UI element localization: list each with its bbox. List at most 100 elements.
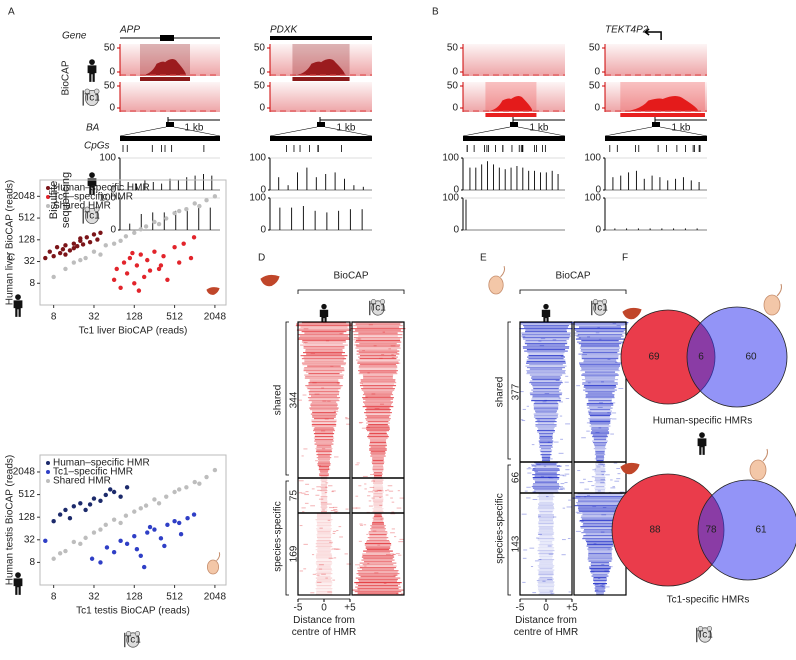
heatmap-row	[588, 410, 612, 412]
heatmap-row	[361, 568, 395, 570]
mouse-icon	[82, 208, 85, 224]
data-point	[83, 255, 88, 261]
heatmap-row	[528, 353, 564, 355]
testis-icon	[762, 448, 768, 462]
heatmap-noise	[359, 523, 363, 525]
heatmap-noise	[372, 530, 377, 532]
heatmap-noise	[399, 538, 404, 540]
heatmap-row	[533, 407, 559, 409]
heatmap-row	[312, 412, 336, 414]
heatmap-noise	[548, 477, 554, 479]
heatmap-row	[539, 535, 553, 537]
data-point	[158, 263, 164, 268]
heatmap-row	[594, 581, 606, 583]
heatmap-row	[578, 353, 622, 355]
heatmap-noise	[325, 486, 328, 488]
heatmap-noise	[587, 336, 591, 338]
data-point	[132, 533, 137, 539]
heatmap-row	[539, 575, 553, 577]
ba-box	[166, 122, 174, 127]
heatmap-row	[372, 458, 384, 460]
heatmap-row	[364, 412, 392, 414]
venn-label: Human-specific HMRs	[653, 416, 752, 427]
heatmap-row	[578, 509, 622, 511]
heatmap-row	[360, 576, 396, 578]
heatmap-noise	[592, 506, 597, 508]
x-tick-label: +5	[344, 603, 356, 614]
heatmap-row	[317, 550, 331, 552]
heatmap-noise	[538, 515, 541, 517]
heatmap-row	[539, 541, 553, 543]
heatmap-noise	[298, 480, 304, 482]
legend-label: Tc1–specific HMR	[53, 467, 133, 478]
heatmap-noise	[390, 345, 396, 347]
heatmap-noise	[316, 574, 320, 576]
bisulfite-tick-label: 100	[249, 193, 266, 204]
heatmap-row	[316, 541, 332, 543]
heatmap-row	[315, 570, 333, 572]
heatmap-noise	[378, 490, 383, 492]
testis-icon	[206, 559, 219, 575]
heatmap-noise	[331, 490, 336, 492]
heatmap-row	[363, 391, 393, 393]
heatmap-noise	[547, 545, 552, 547]
heatmap-row	[316, 553, 332, 555]
heatmap-noise	[396, 362, 401, 364]
heatmap-row	[372, 491, 384, 493]
heatmap-row	[315, 451, 333, 453]
heatmap-noise	[322, 400, 327, 402]
row-count: 66	[511, 472, 522, 484]
heatmap-noise	[575, 511, 580, 513]
heatmap-row	[526, 349, 566, 351]
heatmap-noise	[547, 578, 553, 580]
data-point	[95, 237, 100, 242]
heatmap-row	[584, 529, 616, 531]
heatmap-row	[315, 577, 333, 579]
heatmap-row	[311, 421, 337, 423]
heatmap-row	[573, 328, 627, 330]
heatmap-row	[370, 528, 386, 530]
data-point	[172, 519, 177, 524]
heatmap-row	[315, 556, 333, 558]
heatmap-row	[321, 493, 327, 495]
heatmap-noise	[393, 554, 396, 556]
mouse-icon	[125, 631, 132, 637]
heatmap-noise	[575, 496, 581, 498]
heatmap-noise	[371, 480, 376, 482]
heatmap-row	[532, 487, 560, 489]
heatmap-row	[594, 454, 606, 456]
heatmap-row	[595, 481, 605, 483]
heatmap-row	[537, 431, 555, 433]
heatmap-row	[589, 419, 611, 421]
heatmap-noise	[597, 577, 601, 579]
signal-peak	[627, 96, 699, 111]
heatmap-noise	[305, 491, 309, 493]
heatmap-row	[318, 469, 330, 471]
heatmap-row	[588, 413, 612, 415]
data-point	[78, 501, 83, 506]
gene-name: APP	[119, 25, 140, 36]
heatmap-row	[594, 480, 606, 482]
data-point	[47, 249, 52, 254]
heatmap-noise	[531, 444, 535, 446]
heatmap-row	[358, 579, 398, 581]
heatmap-row	[581, 532, 619, 534]
row-count: 143	[511, 535, 522, 552]
x-tick-label: 128	[126, 312, 143, 323]
heatmap-noise	[592, 469, 596, 471]
heatmap-noise	[390, 497, 393, 499]
heatmap-row	[585, 395, 615, 397]
venn-right	[686, 306, 788, 408]
heatmap-row	[581, 368, 619, 370]
heatmap-noise	[334, 548, 339, 550]
heatmap-row	[581, 367, 619, 369]
heatmap-row	[539, 542, 553, 544]
heatmap-row	[373, 505, 383, 507]
mouse-icon	[94, 206, 100, 213]
data-point	[156, 221, 162, 227]
heatmap-row	[368, 532, 388, 534]
data-point	[104, 545, 110, 550]
data-point	[197, 203, 202, 209]
data-point	[89, 556, 95, 561]
heatmap-row	[531, 383, 561, 385]
